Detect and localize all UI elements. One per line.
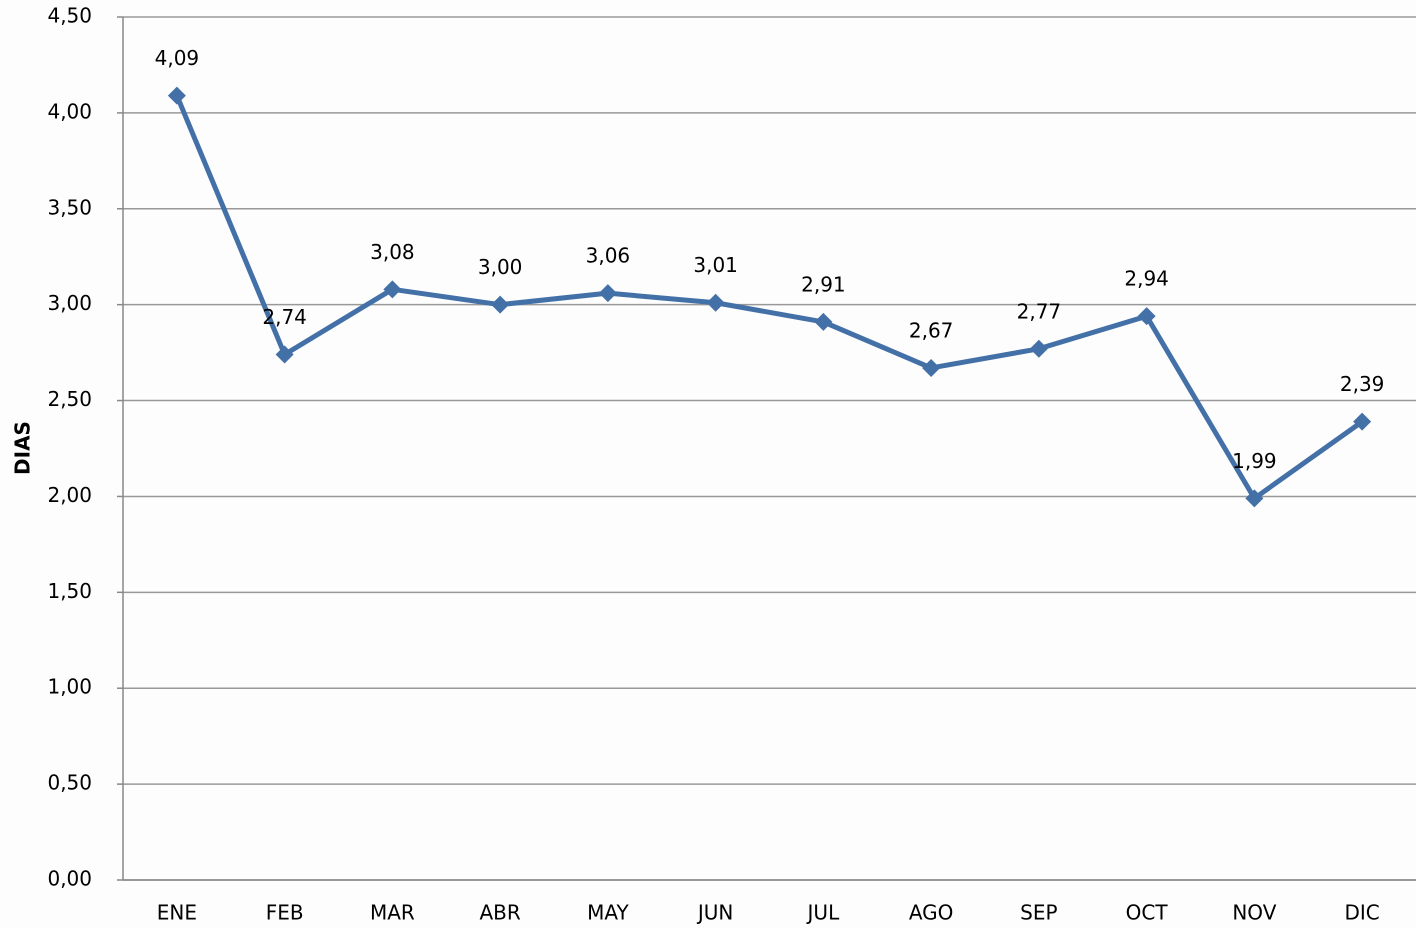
- y-tick-label: 4,00: [47, 99, 92, 123]
- y-tick-label: 3,00: [47, 291, 92, 315]
- y-tick-label: 1,00: [47, 675, 92, 699]
- y-tick-label: 3,50: [47, 195, 92, 219]
- x-tick-label: JUN: [696, 901, 734, 925]
- data-label: 2,74: [262, 305, 307, 329]
- data-label: 2,91: [801, 272, 846, 296]
- data-point: [706, 293, 725, 312]
- data-label: 3,08: [370, 240, 415, 264]
- x-tick-label: OCT: [1126, 901, 1169, 925]
- data-label: 3,01: [693, 253, 738, 277]
- data-line: [174, 94, 1364, 501]
- data-label: 2,77: [1017, 299, 1062, 323]
- y-tick-label: 0,00: [47, 867, 92, 891]
- y-tick-label: 4,50: [47, 4, 92, 28]
- data-label: 2,67: [909, 318, 954, 342]
- data-point: [275, 345, 294, 364]
- data-label: 2,39: [1340, 372, 1385, 396]
- data-point: [491, 295, 510, 314]
- y-tick-label: 2,50: [47, 387, 92, 411]
- data-label: 3,06: [586, 244, 631, 268]
- data-point: [167, 86, 186, 105]
- y-axis-label: DIAS: [11, 421, 35, 475]
- x-tick-label: DIC: [1344, 901, 1379, 925]
- x-tick-label: ABR: [479, 901, 520, 925]
- x-tick-label: NOV: [1232, 901, 1276, 925]
- x-tick-label: SEP: [1020, 901, 1057, 925]
- data-point: [814, 312, 833, 331]
- data-point: [1353, 412, 1372, 431]
- x-tick-label: MAY: [587, 901, 629, 925]
- data-point: [1137, 307, 1156, 326]
- y-tick-label: 1,50: [47, 579, 92, 603]
- data-label: 2,94: [1124, 267, 1169, 291]
- data-label: 3,00: [478, 255, 523, 279]
- y-tick-label: 0,50: [47, 771, 92, 795]
- x-tick-label: ENE: [157, 901, 197, 925]
- x-tick-label: AGO: [909, 901, 954, 925]
- data-label: 1,99: [1232, 449, 1277, 473]
- data-point: [383, 280, 402, 299]
- data-point: [1029, 339, 1048, 358]
- y-tick-label: 2,00: [47, 483, 92, 507]
- data-label: 4,09: [155, 46, 200, 70]
- x-tick-label: MAR: [370, 901, 415, 925]
- data-point: [1245, 489, 1264, 508]
- data-point: [598, 284, 617, 303]
- x-tick-label: FEB: [266, 901, 304, 925]
- x-tick-label: JUL: [806, 901, 841, 925]
- data-point: [922, 358, 941, 377]
